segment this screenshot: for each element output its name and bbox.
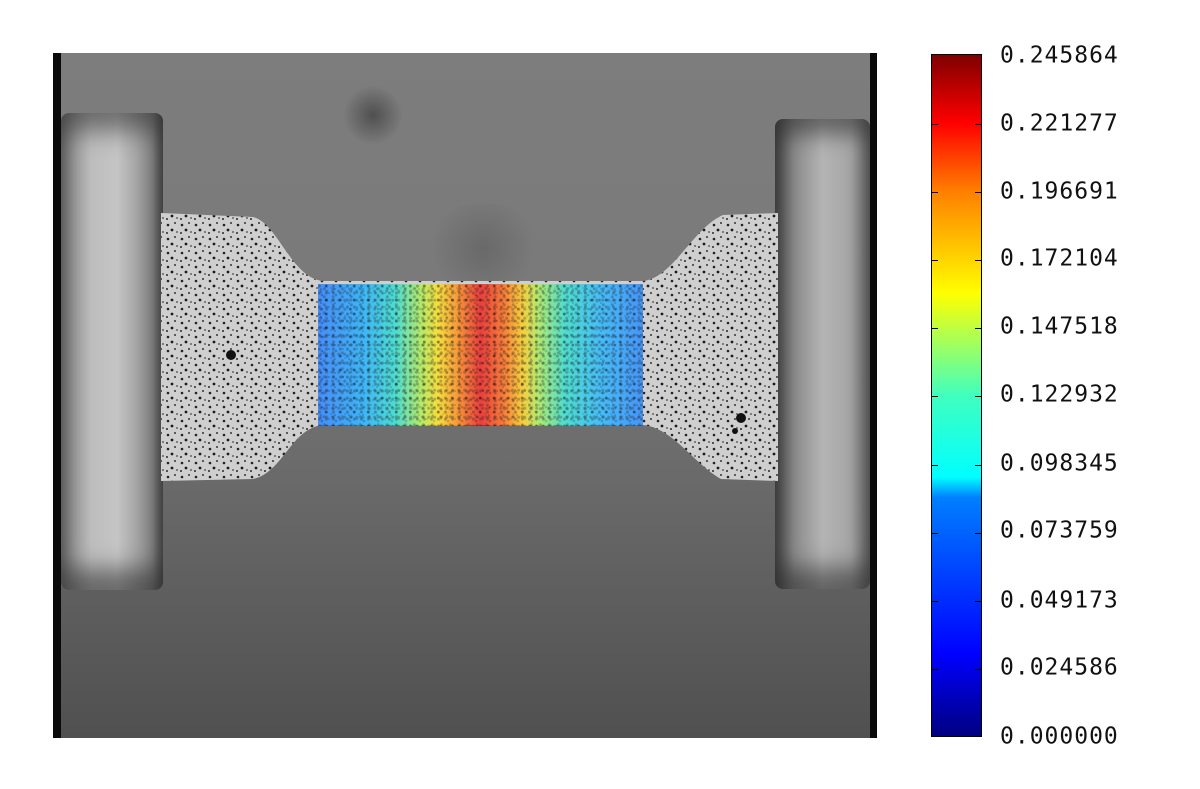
colorbar-tick-label: 0.172104 (1000, 245, 1119, 272)
colorbar-tick-label: 0.024586 (1000, 654, 1119, 681)
right-grip (775, 119, 870, 589)
strain-map-image (53, 53, 877, 738)
colorbar-tick-label: 0.122932 (1000, 381, 1119, 408)
colorbar-tick-label: 0.196691 (1000, 178, 1119, 205)
shadow-spot (423, 203, 543, 293)
speckle-pattern (318, 284, 643, 426)
colorbar-tick-label: 0.073759 (1000, 517, 1119, 544)
image-right-border (870, 53, 877, 738)
colorbar (931, 54, 982, 737)
dust-spot (343, 85, 403, 145)
strain-contour-roi (318, 284, 643, 426)
left-grip (61, 113, 163, 590)
colorbar-tick-label: 0.098345 (1000, 450, 1119, 477)
colorbar-tick-label: 0.245864 (1000, 42, 1119, 69)
colorbar-tick-label: 0.000000 (1000, 723, 1119, 750)
colorbar-tick-label: 0.147518 (1000, 313, 1119, 340)
image-left-border (53, 53, 61, 738)
colorbar-tick-label: 0.221277 (1000, 110, 1119, 137)
colorbar-tick-label: 0.049173 (1000, 587, 1119, 614)
